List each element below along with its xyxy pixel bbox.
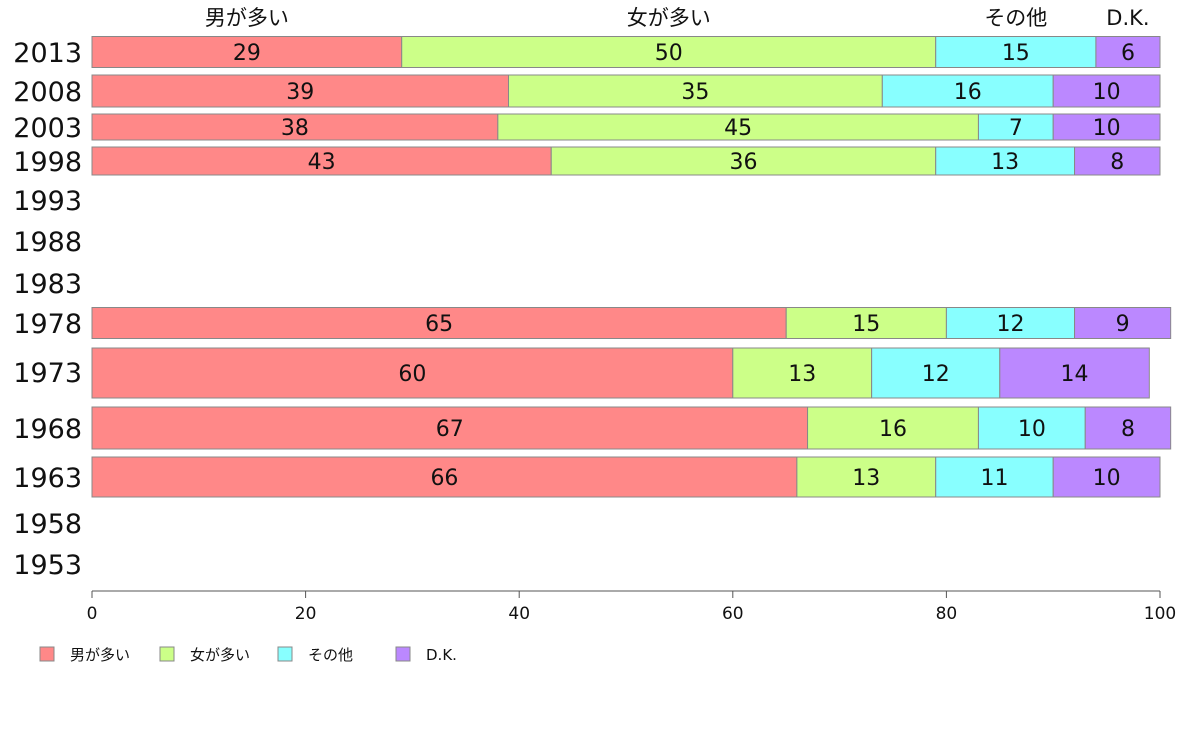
bar-1998-series-0 bbox=[91, 146, 552, 176]
bar-value-1968-series-0: 67 bbox=[436, 417, 464, 442]
year-label-1983: 1983 bbox=[13, 269, 82, 300]
year-label-2008: 2008 bbox=[13, 77, 82, 108]
bar-value-1963-series-2: 11 bbox=[980, 466, 1008, 491]
bar-1968-series-3 bbox=[1084, 406, 1172, 450]
bar-value-1973-series-3: 14 bbox=[1061, 362, 1089, 387]
bar-1963-series-3 bbox=[1052, 456, 1161, 498]
x-tick-label-20: 20 bbox=[295, 604, 317, 624]
x-axis: 0 20 40 60 80 100 bbox=[87, 590, 1176, 624]
legend-swatch-2 bbox=[277, 646, 293, 662]
bar-1968-series-0 bbox=[91, 406, 809, 450]
series-header-2: その他 bbox=[984, 6, 1047, 30]
year-label-1978: 1978 bbox=[13, 309, 82, 340]
bar-value-2013-series-0: 29 bbox=[233, 41, 261, 66]
bar-value-2008-series-2: 16 bbox=[954, 80, 982, 105]
bar-value-1973-series-1: 13 bbox=[788, 362, 816, 387]
year-label-2003: 2003 bbox=[13, 113, 82, 144]
bar-1973-series-0 bbox=[91, 347, 734, 399]
bar-2013-series-3 bbox=[1095, 36, 1161, 68]
bar-value-2003-series-0: 38 bbox=[281, 116, 309, 141]
bar-value-1998-series-2: 13 bbox=[991, 150, 1019, 175]
x-tick-label-60: 60 bbox=[722, 604, 744, 624]
bar-value-1978-series-1: 15 bbox=[852, 312, 880, 337]
bar-value-1978-series-2: 12 bbox=[996, 312, 1024, 337]
bar-2013-series-0 bbox=[91, 36, 403, 68]
series-header-1: 女が多い bbox=[627, 6, 711, 30]
bar-value-1968-series-2: 10 bbox=[1018, 417, 1046, 442]
legend-swatch-1 bbox=[159, 646, 175, 662]
x-tick-label-0: 0 bbox=[87, 604, 98, 624]
legend-swatch-0 bbox=[39, 646, 55, 662]
bar-1973-series-3 bbox=[999, 347, 1150, 399]
bar-value-2008-series-3: 10 bbox=[1093, 80, 1121, 105]
year-label-1973: 1973 bbox=[13, 358, 82, 389]
year-label-1988: 1988 bbox=[13, 227, 82, 258]
year-label-1953: 1953 bbox=[13, 550, 82, 581]
bar-2008-series-1 bbox=[508, 74, 883, 108]
bar-1998-series-1 bbox=[550, 146, 937, 176]
bar-value-2003-series-3: 10 bbox=[1093, 116, 1121, 141]
series-header-3: D.K. bbox=[1106, 6, 1149, 30]
x-tick-label-40: 40 bbox=[508, 604, 530, 624]
bars: 29 50 15 6 39 35 16 10 38 45 7 10 43 36 13 8 65 15 12 9 60 13… bbox=[91, 36, 1172, 498]
bar-2003-series-1 bbox=[497, 113, 979, 141]
bar-value-1973-series-0: 60 bbox=[398, 362, 426, 387]
bar-value-2003-series-2: 7 bbox=[1009, 116, 1023, 141]
bar-1968-series-2 bbox=[977, 406, 1086, 450]
bar-2003-series-0 bbox=[91, 113, 499, 141]
bar-value-2013-series-2: 15 bbox=[1002, 41, 1030, 66]
bar-1973-series-2 bbox=[871, 347, 1001, 399]
year-label-1968: 1968 bbox=[13, 414, 82, 445]
bar-value-1973-series-2: 12 bbox=[922, 362, 950, 387]
bar-value-2013-series-3: 6 bbox=[1121, 41, 1135, 66]
legend-label-0: 男が多い bbox=[70, 646, 130, 664]
bar-1963-series-2 bbox=[935, 456, 1054, 498]
bar-1978-series-1 bbox=[785, 307, 947, 339]
bar-value-1963-series-1: 13 bbox=[852, 466, 880, 491]
legend-label-3: D.K. bbox=[426, 646, 457, 664]
year-label-1993: 1993 bbox=[13, 186, 82, 217]
series-header-0: 男が多い bbox=[205, 6, 289, 30]
x-tick-label-80: 80 bbox=[936, 604, 958, 624]
bar-value-1978-series-3: 9 bbox=[1116, 312, 1130, 337]
bar-value-1998-series-3: 8 bbox=[1110, 150, 1124, 175]
bar-2013-series-1 bbox=[401, 36, 937, 68]
bar-1978-series-3 bbox=[1074, 307, 1172, 339]
bar-value-2003-series-1: 45 bbox=[724, 116, 752, 141]
bar-1963-series-0 bbox=[91, 456, 798, 498]
bar-1978-series-0 bbox=[91, 307, 787, 339]
bar-value-2008-series-0: 39 bbox=[286, 80, 314, 105]
legend-label-1: 女が多い bbox=[190, 646, 250, 664]
bar-value-1963-series-0: 66 bbox=[430, 466, 458, 491]
series-headers: 男が多い 女が多い その他 D.K. bbox=[205, 6, 1150, 30]
bar-1978-series-2 bbox=[945, 307, 1076, 339]
bar-value-1978-series-0: 65 bbox=[425, 312, 453, 337]
legend-label-2: その他 bbox=[308, 646, 353, 664]
legend-swatch-3 bbox=[395, 646, 411, 662]
x-tick-label-100: 100 bbox=[1144, 604, 1176, 624]
bar-value-1963-series-3: 10 bbox=[1093, 466, 1121, 491]
bar-value-2008-series-1: 35 bbox=[681, 80, 709, 105]
year-label-1998: 1998 bbox=[13, 147, 82, 178]
bar-value-2013-series-1: 50 bbox=[655, 41, 683, 66]
bar-2003-series-3 bbox=[1052, 113, 1161, 141]
legend: 男が多い 女が多い その他 D.K. bbox=[39, 646, 457, 664]
bar-value-1968-series-1: 16 bbox=[879, 417, 907, 442]
bar-2008-series-2 bbox=[881, 74, 1054, 108]
year-label-1958: 1958 bbox=[13, 509, 82, 540]
bar-value-1998-series-0: 43 bbox=[308, 150, 336, 175]
bar-2008-series-0 bbox=[91, 74, 510, 108]
bar-1973-series-1 bbox=[732, 347, 873, 399]
bar-value-1968-series-3: 8 bbox=[1121, 417, 1135, 442]
year-label-2013: 2013 bbox=[13, 38, 82, 69]
bar-value-1998-series-1: 36 bbox=[729, 150, 757, 175]
year-label-1963: 1963 bbox=[13, 463, 82, 494]
bar-1998-series-3 bbox=[1074, 146, 1161, 176]
bar-2013-series-2 bbox=[935, 36, 1097, 68]
bar-2008-series-3 bbox=[1052, 74, 1161, 108]
